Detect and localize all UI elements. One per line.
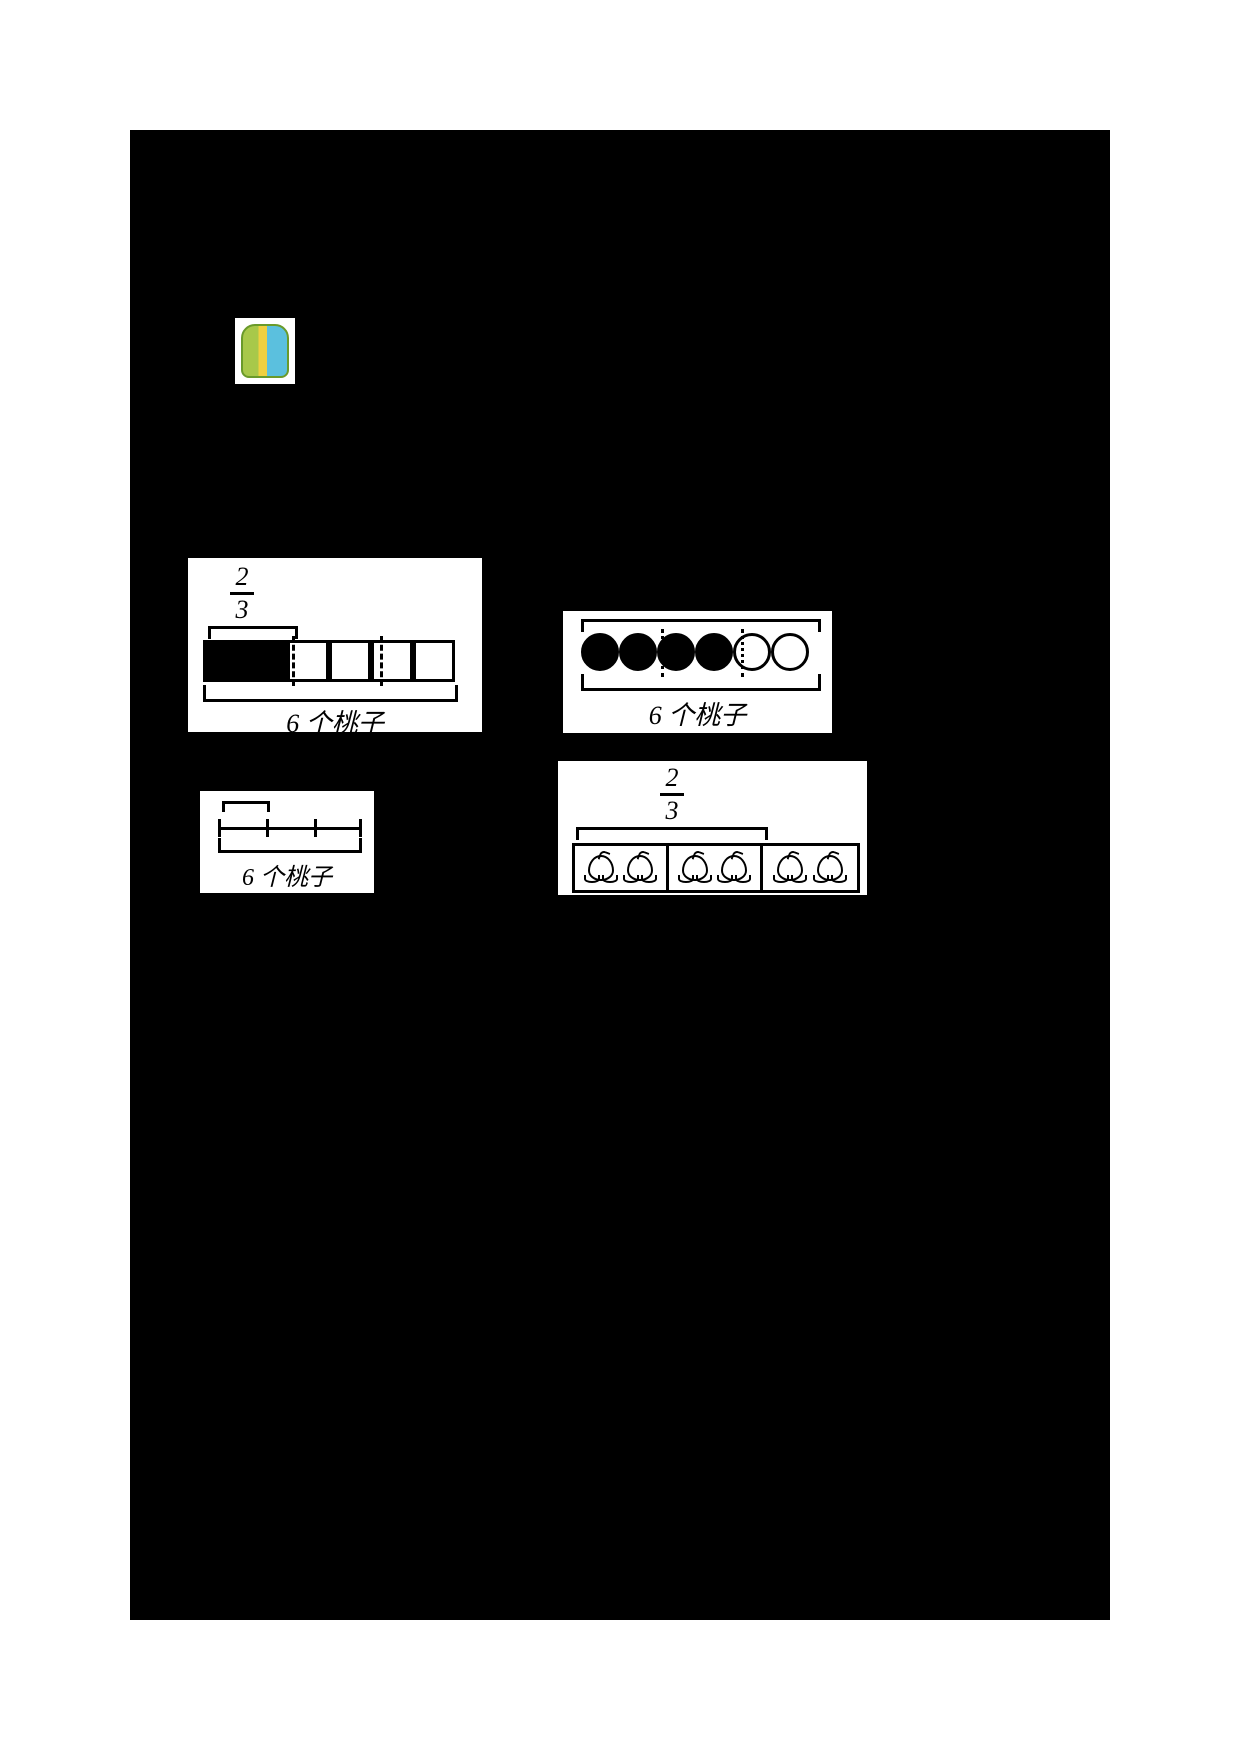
caption: 6 个桃子 xyxy=(188,703,482,740)
number-line xyxy=(218,827,362,830)
peach-icon xyxy=(682,855,708,881)
circle-filled xyxy=(619,633,657,671)
circle-filled xyxy=(695,633,733,671)
squares-row xyxy=(203,640,455,682)
tick xyxy=(266,819,269,837)
peach-icon xyxy=(627,855,653,881)
fraction-label: 2 3 xyxy=(658,765,686,824)
diagram-squares-fraction: 2 3 6 个桃子 xyxy=(185,555,485,735)
peach-icon xyxy=(721,855,747,881)
diagram-peach-groups: 2 3 xyxy=(555,758,870,898)
backpack-icon xyxy=(241,324,289,378)
square-empty xyxy=(371,640,413,682)
tick xyxy=(314,819,317,837)
fraction-denominator: 3 xyxy=(228,597,256,623)
circle-empty xyxy=(733,633,771,671)
diagram-number-line: 6 个桃子 xyxy=(197,788,377,896)
square-empty xyxy=(329,640,371,682)
group-cell xyxy=(575,846,669,890)
diagram-circles-fraction: 6 个桃子 xyxy=(560,608,835,736)
group-separator xyxy=(292,636,295,686)
fraction-denominator: 3 xyxy=(658,798,686,824)
top-bracket xyxy=(581,619,821,629)
square-filled xyxy=(245,640,287,682)
backpack-icon-container xyxy=(235,318,295,384)
circle-filled xyxy=(581,633,619,671)
fraction-label: 2 3 xyxy=(228,564,256,623)
peach-icon xyxy=(588,855,614,881)
peach-icon xyxy=(817,855,843,881)
bottom-bracket xyxy=(581,677,821,691)
group-cell xyxy=(669,846,763,890)
top-bracket xyxy=(208,626,298,636)
peach-icon xyxy=(777,855,803,881)
group-separator xyxy=(661,629,664,677)
circle-empty xyxy=(771,633,809,671)
top-bracket xyxy=(222,801,270,809)
square-filled xyxy=(203,640,245,682)
square-empty xyxy=(413,640,455,682)
top-bracket xyxy=(576,827,768,837)
group-separator xyxy=(741,629,744,677)
group-cell xyxy=(763,846,857,890)
group-boxes xyxy=(572,843,860,893)
fraction-numerator: 2 xyxy=(228,564,256,590)
caption: 6 个桃子 xyxy=(200,857,374,892)
group-separator xyxy=(380,636,383,686)
caption: 6 个桃子 xyxy=(563,695,832,732)
tick xyxy=(359,819,362,837)
fraction-numerator: 2 xyxy=(658,765,686,791)
bottom-bracket xyxy=(203,688,458,702)
circles-row xyxy=(581,633,809,671)
tick xyxy=(218,819,221,837)
bottom-bracket xyxy=(218,841,362,853)
